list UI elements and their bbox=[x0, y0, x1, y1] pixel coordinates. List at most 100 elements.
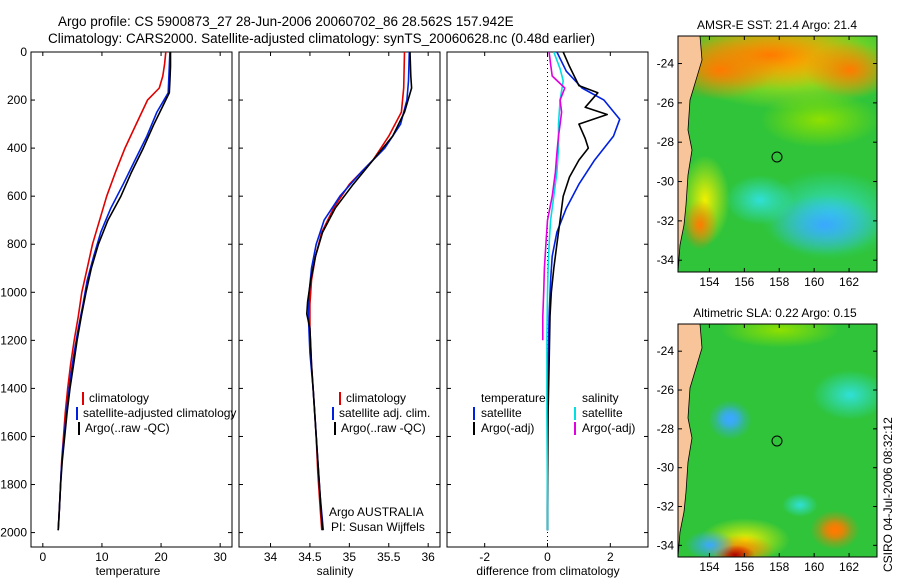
legend-title-temperature: temperature bbox=[481, 391, 546, 405]
sla-map-field bbox=[678, 324, 877, 557]
profile-line-salinity-argo-adj- bbox=[542, 52, 566, 341]
map-y-tick-label: -24 bbox=[657, 57, 675, 71]
y-tick-label: 1000 bbox=[0, 285, 27, 299]
x-tick-label: 34.5 bbox=[298, 550, 322, 564]
australia-coastline bbox=[678, 36, 703, 272]
sla-low-region bbox=[716, 406, 744, 430]
profile-line-temperature-argo-adj- bbox=[546, 52, 608, 531]
y-tick-label: 0 bbox=[20, 45, 27, 59]
map-y-tick-label: -26 bbox=[657, 96, 675, 110]
profile-line-climatology bbox=[309, 52, 406, 531]
difference-legend-salinity: salinity satellite Argo(-adj) bbox=[574, 391, 635, 435]
difference-profiles bbox=[542, 52, 621, 531]
map-y-tick-label: -30 bbox=[657, 461, 675, 475]
map-y-tick-label: -32 bbox=[657, 500, 675, 514]
legend-satellite: satellite bbox=[481, 406, 522, 420]
profile-line-satellite bbox=[57, 52, 171, 531]
temperature-legend: climatology satellite-adjusted climatolo… bbox=[76, 391, 236, 435]
sla-high-region bbox=[720, 324, 840, 348]
legend-climatology: climatology bbox=[346, 391, 406, 405]
sla-low-region bbox=[685, 530, 735, 557]
pi-name-label: PI: Susan Wijffels bbox=[331, 520, 425, 534]
legend-title-salinity: salinity bbox=[582, 391, 619, 405]
legend-satellite: satellite adj. clim. bbox=[339, 406, 430, 420]
sst-hot-region bbox=[678, 40, 775, 100]
x-tick-label: 35.5 bbox=[377, 550, 401, 564]
profile-line-argo bbox=[306, 52, 413, 531]
x-tick-label: 10 bbox=[95, 550, 109, 564]
sst-cool-region bbox=[725, 175, 795, 225]
map-x-tick-label: 156 bbox=[734, 275, 754, 289]
figure-title-line1: Argo profile: CS 5900873_27 28-Jun-2006 … bbox=[58, 14, 514, 29]
legend-argo: Argo(..raw -QC) bbox=[85, 421, 170, 435]
legend-satellite-salinity: satellite bbox=[582, 406, 623, 420]
side-timestamp-label: CSIRO 04-Jul-2006 08:32:12 bbox=[881, 417, 895, 572]
map-x-tick-label: 156 bbox=[734, 560, 754, 574]
sla-high-region bbox=[819, 518, 851, 542]
temperature-profiles bbox=[57, 52, 172, 531]
map-x-tick-label: 160 bbox=[804, 275, 824, 289]
legend-argo-salinity: Argo(-adj) bbox=[582, 421, 635, 435]
legend-climatology: climatology bbox=[89, 391, 149, 405]
x-tick-label: 36 bbox=[421, 550, 435, 564]
figure-title-line2: Climatology: CARS2000. Satellite-adjuste… bbox=[48, 31, 595, 46]
sst-map-axes: 154 156 158 160 162 -24 -26 -28 -30 -32 -34 bbox=[657, 36, 877, 289]
map-y-tick-label: -32 bbox=[657, 214, 675, 228]
map-x-tick-label: 158 bbox=[769, 560, 789, 574]
legend-argo: Argo(..raw -QC) bbox=[341, 421, 426, 435]
y-tick-label: 1600 bbox=[0, 429, 27, 443]
legend-argo: Argo(-adj) bbox=[481, 421, 534, 435]
y-tick-label: 1200 bbox=[0, 333, 27, 347]
y-tick-label: 2000 bbox=[0, 526, 27, 540]
map-y-tick-label: -34 bbox=[657, 538, 675, 552]
map-x-tick-label: 158 bbox=[769, 275, 789, 289]
argo-australia-label: Argo AUSTRALIA bbox=[329, 505, 424, 519]
map-x-tick-label: 162 bbox=[839, 275, 859, 289]
sst-hot-region bbox=[682, 200, 718, 250]
map-y-tick-label: -26 bbox=[657, 383, 675, 397]
y-tick-label: 1400 bbox=[0, 381, 27, 395]
sla-map-axes: 154 156 158 160 162 -24 -26 -28 -30 -32 -34 bbox=[657, 324, 877, 574]
y-tick-label: 1800 bbox=[0, 478, 27, 492]
temperature-plot-frame bbox=[30, 51, 233, 548]
x-tick-label: 35 bbox=[343, 550, 357, 564]
temperature-axes: 0 10 20 30 0 200 400 600 800 1000 1200 1400 1600 1800… bbox=[0, 45, 232, 564]
map-x-tick-label: 160 bbox=[804, 560, 824, 574]
difference-axes: -2 0 2 bbox=[447, 51, 648, 564]
profile-line-satellite bbox=[307, 52, 411, 531]
sst-map-title: AMSR-E SST: 21.4 Argo: 21.4 bbox=[697, 18, 857, 32]
x-tick-label: 0 bbox=[39, 550, 46, 564]
salinity-profiles bbox=[306, 52, 413, 531]
sla-low-region bbox=[812, 370, 877, 420]
difference-legend-temperature: temperature satellite Argo(-adj) bbox=[473, 391, 546, 435]
map-y-tick-label: -34 bbox=[657, 253, 675, 267]
map-y-tick-label: -28 bbox=[657, 422, 675, 436]
salinity-plot-frame bbox=[238, 51, 441, 548]
temperature-xlabel: temperature bbox=[96, 564, 161, 578]
profile-line-climatology bbox=[57, 52, 167, 531]
difference-xlabel: difference from climatology bbox=[476, 564, 619, 578]
map-x-tick-label: 162 bbox=[839, 560, 859, 574]
salinity-legend: climatology satellite adj. clim. Argo(..… bbox=[332, 391, 430, 435]
australia-coastline bbox=[678, 324, 703, 557]
x-tick-label: 20 bbox=[154, 550, 168, 564]
x-tick-label: -2 bbox=[479, 550, 490, 564]
y-tick-label: 200 bbox=[7, 93, 27, 107]
map-y-tick-label: -24 bbox=[657, 344, 675, 358]
sst-map-field bbox=[678, 36, 877, 272]
sst-mild-region bbox=[760, 92, 877, 148]
legend-satellite: satellite-adjusted climatology bbox=[83, 406, 236, 420]
sst-cold-region bbox=[770, 195, 877, 255]
x-tick-label: 30 bbox=[213, 550, 227, 564]
sla-map-title: Altimetric SLA: 0.22 Argo: 0.15 bbox=[693, 306, 857, 320]
map-y-tick-label: -30 bbox=[657, 175, 675, 189]
y-tick-label: 600 bbox=[7, 189, 27, 203]
profile-line-salinity-satellite bbox=[546, 52, 564, 531]
map-y-tick-label: -28 bbox=[657, 135, 675, 149]
sst-hot-region bbox=[805, 42, 877, 98]
profile-line-argo bbox=[57, 52, 172, 531]
sla-low-region bbox=[782, 493, 818, 517]
sla-float-marker bbox=[771, 435, 783, 447]
